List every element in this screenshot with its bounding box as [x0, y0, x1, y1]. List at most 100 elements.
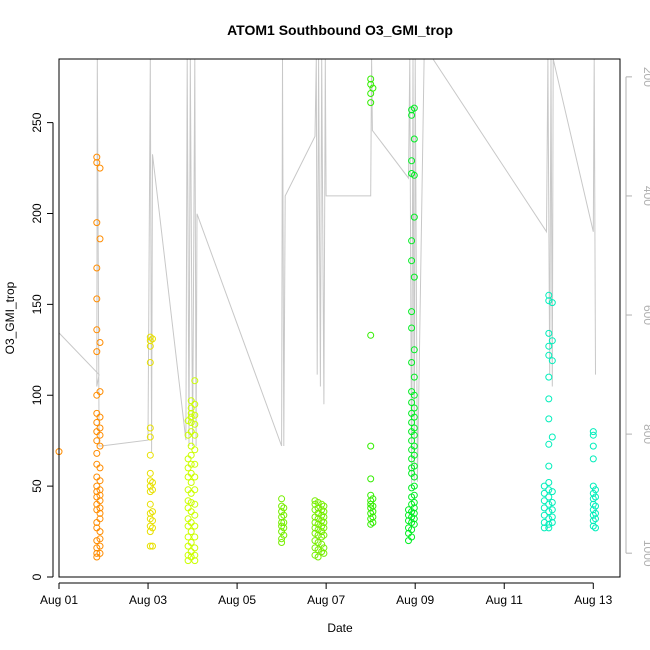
data-point: [410, 499, 418, 506]
data-point: [320, 508, 328, 516]
y-tick-label: 150: [30, 294, 44, 314]
y-tick-label: 200: [30, 203, 44, 223]
data-point: [408, 308, 416, 316]
data-point: [367, 475, 375, 483]
x-tick-label: Aug 01: [40, 593, 78, 607]
data-point: [278, 508, 286, 516]
data-point: [320, 531, 328, 539]
data-point: [410, 104, 418, 112]
data-point: [146, 451, 154, 459]
right-tick-label: 800: [641, 424, 650, 444]
data-point: [545, 415, 553, 423]
plot-area: [55, 58, 621, 578]
data-point: [146, 424, 154, 432]
data-point: [410, 404, 418, 412]
x-tick-label: Aug 09: [396, 593, 434, 607]
data-point: [93, 295, 101, 303]
data-point: [314, 553, 322, 561]
data-point: [146, 469, 154, 477]
data-point: [187, 409, 195, 417]
x-tick-label: Aug 11: [486, 593, 523, 607]
data-point: [369, 84, 377, 92]
x-axis-label: Date: [327, 621, 353, 635]
data-point: [548, 506, 556, 514]
data-point: [589, 482, 597, 490]
right-axis: 200 400 600 800 1000: [625, 67, 650, 567]
data-point: [589, 431, 597, 439]
x-tick-label: Aug 05: [218, 593, 256, 607]
data-point: [408, 419, 416, 426]
right-tick-label: 400: [641, 186, 650, 206]
data-point: [545, 524, 553, 532]
data-point: [184, 533, 192, 541]
data-point: [278, 495, 286, 503]
data-point: [408, 111, 416, 119]
data-point: [187, 460, 195, 468]
data-point: [540, 524, 548, 532]
data-point: [278, 528, 286, 536]
data-point: [592, 524, 599, 532]
data-point: [149, 335, 156, 343]
data-point: [589, 442, 597, 450]
flight-track-layer: [58, 58, 596, 488]
data-point: [318, 506, 326, 514]
data-point: [187, 404, 195, 412]
data-point: [592, 486, 599, 494]
plot-frame: [58, 58, 621, 578]
data-point: [540, 497, 548, 505]
data-point: [408, 526, 416, 534]
data-point: [367, 99, 375, 107]
x-tick-label: Aug 07: [307, 593, 345, 607]
data-point: [545, 493, 553, 501]
data-point: [93, 437, 101, 445]
flight-track-line: [58, 58, 596, 488]
data-point: [149, 486, 156, 494]
data-point: [146, 515, 154, 523]
data-point: [548, 499, 556, 506]
data-point: [408, 359, 416, 366]
data-point: [187, 442, 195, 450]
data-point: [320, 519, 328, 526]
y-tick-label: 0: [30, 573, 44, 580]
data-point: [592, 502, 599, 510]
data-point: [410, 520, 418, 528]
data-point: [187, 553, 195, 561]
data-point: [191, 500, 199, 508]
data-point: [149, 517, 156, 525]
data-point: [96, 497, 104, 505]
data-point: [96, 424, 104, 432]
data-point: [320, 549, 328, 557]
data-point: [410, 273, 418, 281]
data-point: [408, 437, 416, 445]
data-point: [93, 159, 101, 167]
data-point: [93, 449, 101, 457]
data-point: [191, 486, 199, 494]
data-point: [545, 508, 553, 516]
data-point: [589, 489, 597, 497]
data-point: [589, 517, 597, 525]
data-points-layer: [55, 75, 599, 565]
data-point: [410, 473, 418, 481]
data-point: [589, 506, 597, 514]
data-point: [191, 522, 199, 530]
data-point: [96, 339, 104, 346]
data-point: [93, 219, 101, 227]
data-point: [187, 528, 195, 536]
data-point: [146, 509, 154, 517]
data-point: [545, 462, 553, 470]
data-point: [592, 509, 599, 517]
data-point: [191, 411, 199, 419]
data-point: [191, 377, 199, 385]
data-point: [191, 446, 199, 454]
data-point: [545, 500, 553, 508]
data-point: [540, 489, 548, 497]
data-point: [146, 359, 154, 366]
data-point: [191, 473, 199, 481]
data-point: [280, 511, 288, 519]
data-point: [410, 491, 418, 499]
data-point: [96, 528, 104, 536]
data-point: [149, 508, 156, 516]
data-point: [592, 493, 599, 501]
data-point: [96, 388, 104, 396]
